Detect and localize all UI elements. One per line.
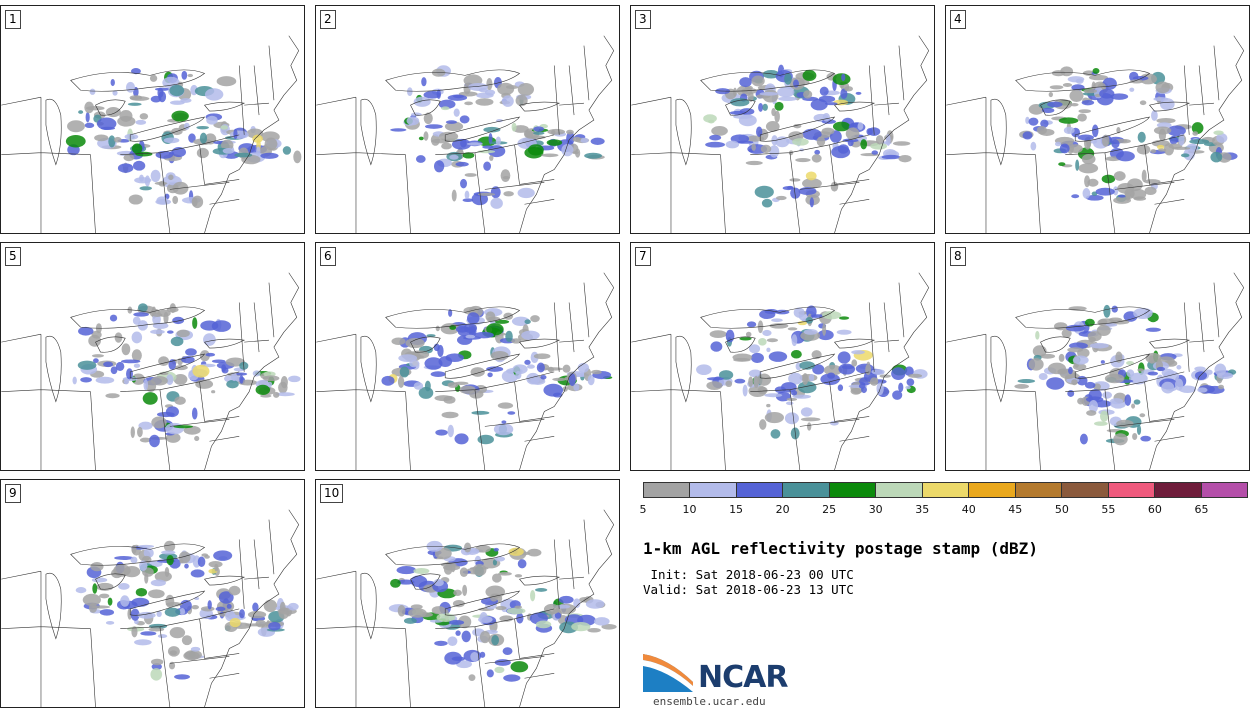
colorbar-tick-label: 65	[1194, 503, 1209, 516]
panel-number-label: 5	[5, 247, 21, 266]
colorbar-segment	[876, 483, 923, 497]
map-boundaries	[946, 272, 1245, 470]
panel-number-label: 3	[635, 10, 651, 29]
forecast-panel: 4	[945, 5, 1250, 234]
map-boundaries	[631, 272, 930, 470]
reflectivity-echoes	[72, 303, 301, 448]
panel-number-label: 7	[635, 247, 651, 266]
colorbar-tick-label: 45	[1008, 503, 1023, 516]
reflectivity-echoes	[381, 305, 613, 445]
colorbar-segment	[1108, 483, 1156, 497]
colorbar-tick-labels: 5 10 15 20 25 30 35 40 45 50 55 60 65	[639, 503, 1248, 517]
reflectivity-echoes	[388, 540, 617, 682]
forecast-panel: 2	[315, 5, 620, 234]
panel-number-label: 8	[950, 247, 966, 266]
colorbar-tick-label: 10	[682, 503, 697, 516]
colorbar-tick-label: 50	[1054, 503, 1069, 516]
colorbar-segment	[1201, 483, 1248, 497]
radar-map	[316, 272, 615, 470]
reflectivity-echoes	[1014, 304, 1237, 446]
colorbar-tick-label: 20	[775, 503, 790, 516]
colorbar-tick-label: 5	[639, 503, 647, 516]
reflectivity-colorbar	[643, 482, 1248, 498]
forecast-panel: 7	[630, 242, 935, 471]
valid-time: Valid: Sat 2018-06-23 13 UTC	[643, 582, 854, 597]
colorbar-segment	[1015, 483, 1063, 497]
forecast-panel: 10	[315, 479, 620, 708]
colorbar-segment	[783, 483, 830, 497]
colorbar-segment	[736, 483, 784, 497]
logo-text: NCAR	[698, 660, 788, 695]
map-boundaries	[316, 272, 615, 470]
radar-map	[316, 35, 615, 233]
colorbar-segment	[1062, 483, 1109, 497]
colorbar-tick-label: 40	[961, 503, 976, 516]
reflectivity-echoes	[703, 64, 912, 208]
colorbar-tick-label: 15	[729, 503, 744, 516]
colorbar-segment	[1155, 483, 1202, 497]
map-boundaries	[1, 272, 300, 470]
colorbar-tick-label: 55	[1101, 503, 1116, 516]
colorbar-segment	[969, 483, 1016, 497]
panel-number-label: 2	[320, 10, 336, 29]
radar-map	[1, 35, 302, 233]
colorbar-segment	[690, 483, 737, 497]
radar-map	[946, 35, 1245, 233]
panel-number-label: 4	[950, 10, 966, 29]
map-boundaries	[1, 35, 300, 233]
colorbar-tick-label: 60	[1147, 503, 1162, 516]
radar-map	[631, 272, 930, 470]
forecast-panel: 5	[0, 242, 305, 471]
colorbar-tick-label: 35	[915, 503, 930, 516]
radar-map	[316, 509, 617, 707]
figure-title: 1-km AGL reflectivity postage stamp (dBZ…	[643, 539, 1038, 558]
reflectivity-echoes	[65, 68, 302, 209]
map-boundaries	[631, 35, 930, 233]
map-boundaries	[316, 35, 615, 233]
panel-number-label: 9	[5, 484, 21, 503]
panel-number-label: 6	[320, 247, 336, 266]
radar-map	[946, 272, 1245, 470]
ncar-logo-icon	[643, 654, 693, 692]
forecast-panel: 6	[315, 242, 620, 471]
map-boundaries	[946, 35, 1245, 233]
forecast-panel: 8	[945, 242, 1250, 471]
site-url: ensemble.ucar.edu	[653, 695, 766, 708]
colorbar-tick-label: 25	[822, 503, 837, 516]
panel-number-label: 10	[320, 484, 344, 503]
radar-map	[631, 35, 930, 233]
colorbar-tick-label: 30	[868, 503, 883, 516]
colorbar-segment	[644, 483, 691, 497]
map-boundaries	[1, 509, 300, 707]
radar-map	[1, 509, 300, 707]
init-time: Init: Sat 2018-06-23 00 UTC	[643, 567, 854, 582]
panel-number-label: 1	[5, 10, 21, 29]
forecast-panel: 3	[630, 5, 935, 234]
reflectivity-echoes	[390, 65, 605, 209]
forecast-panel: 1	[0, 5, 305, 234]
forecast-panel: 9	[0, 479, 305, 708]
map-boundaries	[316, 509, 615, 707]
reflectivity-echoes	[75, 540, 299, 681]
radar-map	[1, 272, 301, 470]
colorbar-segment	[829, 483, 877, 497]
reflectivity-echoes	[1019, 66, 1238, 204]
colorbar-segment	[922, 483, 970, 497]
reflectivity-echoes	[696, 305, 928, 440]
